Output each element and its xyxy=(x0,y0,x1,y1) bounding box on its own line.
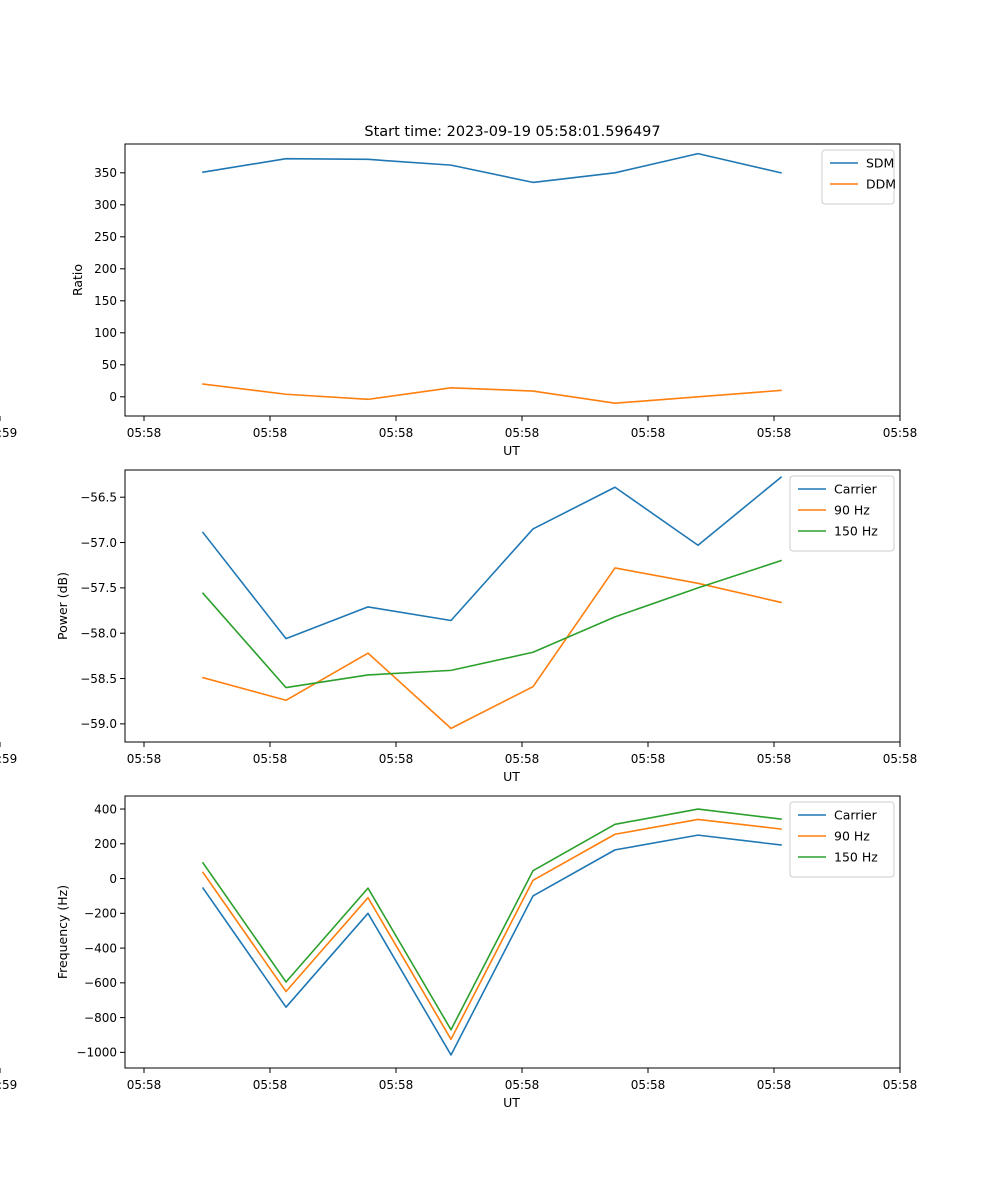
series-line-90-hz xyxy=(202,567,782,730)
legend-label: SDM xyxy=(866,156,894,171)
x-tick-label: 05:58 xyxy=(127,426,162,440)
x-tick-label: 05:58 xyxy=(253,1078,288,1092)
y-tick-label: 0 xyxy=(109,390,117,404)
legend: SDM DDM xyxy=(821,149,896,205)
axes-3: 05:58 05:58 05:58 05:58 05:58 05:58 05:58 05:59… xyxy=(0,795,918,1110)
legend: Carrier 90 Hz 150 Hz xyxy=(789,475,895,552)
x-tick-label: 05:58 xyxy=(127,752,162,766)
x-tick-label: 05:59 xyxy=(0,752,17,766)
x-tick-label: 05:58 xyxy=(127,1078,162,1092)
y-axis-label: Frequency (Hz) xyxy=(55,885,70,979)
y-tick-label: 400 xyxy=(94,802,117,816)
legend-box xyxy=(789,801,895,878)
y-tick-label: −400 xyxy=(84,941,117,955)
legend-label: 90 Hz xyxy=(834,503,870,518)
series-line-ddm xyxy=(202,383,782,405)
y-tick-label: −800 xyxy=(84,1011,117,1025)
x-tick-label: 05:58 xyxy=(883,752,918,766)
y-tick-label: 200 xyxy=(94,837,117,851)
y-axis-label: Ratio xyxy=(70,264,85,296)
legend-label: 150 Hz xyxy=(834,524,878,539)
legend-label: Carrier xyxy=(834,482,878,497)
y-tick-label: −600 xyxy=(84,976,117,990)
x-tick-label: 05:58 xyxy=(505,1078,540,1092)
x-tick-label: 05:59 xyxy=(0,1078,17,1092)
legend-label: DDM xyxy=(866,177,896,192)
series-line-150-hz xyxy=(201,559,783,689)
axes-frame xyxy=(124,143,901,417)
y-tick-label: 150 xyxy=(94,294,117,308)
legend-label: 150 Hz xyxy=(834,850,878,865)
x-axis-label: UT xyxy=(503,1095,520,1110)
axes-frame xyxy=(124,795,901,1069)
legend-label: 90 Hz xyxy=(834,829,870,844)
y-tick-label: 50 xyxy=(102,358,117,372)
x-tick-label: 05:59 xyxy=(0,426,17,440)
chart-title: Start time: 2023-09-19 05:58:01.596497 xyxy=(364,124,660,140)
y-tick-label: 350 xyxy=(94,166,117,180)
x-tick-label: 05:58 xyxy=(757,752,792,766)
legend-box xyxy=(789,475,895,552)
x-axis-label: UT xyxy=(503,443,520,458)
y-tick-label: −200 xyxy=(84,907,117,921)
x-tick-label: 05:58 xyxy=(757,1078,792,1092)
x-tick-label: 05:58 xyxy=(757,426,792,440)
axes-1: Start time: 2023-09-19 05:58:01.59649705… xyxy=(0,124,917,458)
x-axis-label: UT xyxy=(503,769,520,784)
x-tick-label: 05:58 xyxy=(883,426,918,440)
y-tick-label: −1000 xyxy=(76,1046,117,1060)
y-tick-label: −58.0 xyxy=(80,627,117,641)
legend: Carrier 90 Hz 150 Hz xyxy=(789,801,895,878)
y-tick-label: −59.0 xyxy=(80,717,117,731)
x-tick-label: 05:58 xyxy=(253,752,288,766)
x-tick-label: 05:58 xyxy=(379,426,414,440)
y-tick-label: −56.5 xyxy=(80,491,117,505)
series-line-sdm xyxy=(202,152,782,184)
axes-frame xyxy=(124,469,901,743)
series-line-carrier xyxy=(201,834,782,1056)
y-tick-label: 100 xyxy=(94,326,117,340)
y-tick-label: −57.5 xyxy=(80,581,117,595)
x-tick-label: 05:58 xyxy=(379,1078,414,1092)
y-tick-label: 200 xyxy=(94,262,117,276)
x-tick-label: 05:58 xyxy=(631,426,666,440)
x-tick-label: 05:58 xyxy=(379,752,414,766)
series-line-carrier xyxy=(201,476,783,640)
x-tick-label: 05:58 xyxy=(505,426,540,440)
y-tick-label: −57.0 xyxy=(80,536,117,550)
y-tick-label: 300 xyxy=(94,198,117,212)
y-tick-label: 250 xyxy=(94,230,117,244)
x-tick-label: 05:58 xyxy=(631,752,666,766)
legend-label: Carrier xyxy=(834,808,878,823)
series-line-90-hz xyxy=(201,818,782,1041)
y-axis-label: Power (dB) xyxy=(55,572,70,640)
series-line-150-hz xyxy=(201,808,782,1031)
y-tick-label: −58.5 xyxy=(80,672,117,686)
x-tick-label: 05:58 xyxy=(505,752,540,766)
x-tick-label: 05:58 xyxy=(883,1078,918,1092)
x-tick-label: 05:58 xyxy=(631,1078,666,1092)
x-tick-label: 05:58 xyxy=(253,426,288,440)
y-tick-label: 0 xyxy=(109,872,117,886)
axes-2: 05:58 05:58 05:58 05:58 05:58 05:58 05:58 05:59… xyxy=(0,469,918,784)
